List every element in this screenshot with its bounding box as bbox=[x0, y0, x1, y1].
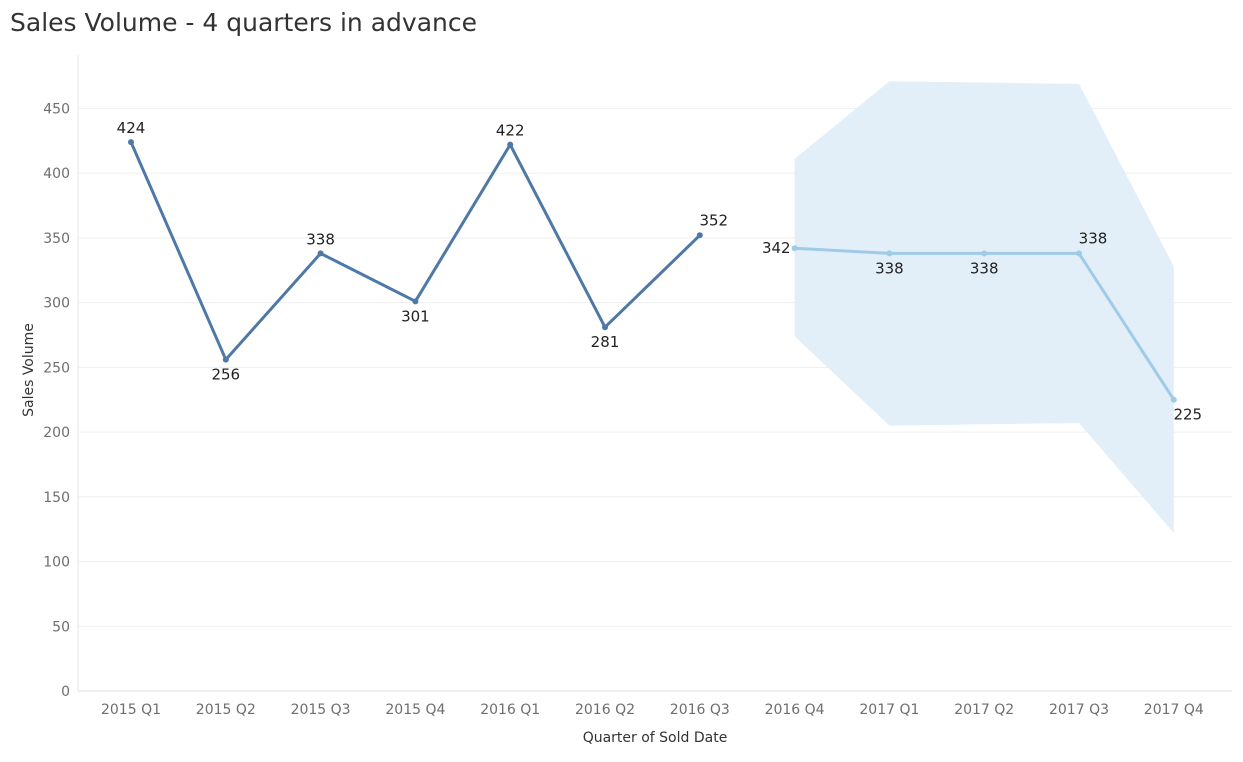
y-tick-label: 150 bbox=[43, 490, 70, 506]
data-label: 301 bbox=[401, 307, 430, 325]
data-label: 338 bbox=[306, 230, 335, 248]
forecast-band bbox=[794, 81, 1174, 534]
data-point bbox=[412, 298, 419, 305]
axes: 0 50 100 150 200 250 300 350 400 450 2015 Q1 2015 Q… bbox=[43, 55, 1232, 718]
y-tick-label: 0 bbox=[61, 684, 70, 700]
x-tick-label: 2015 Q1 bbox=[101, 702, 161, 718]
data-labels: 424 256 338 301 422 281 352 342 338 338 338 225 bbox=[117, 119, 1202, 424]
data-point bbox=[1076, 250, 1082, 257]
x-axis-title: Quarter of Sold Date bbox=[583, 730, 728, 746]
data-point bbox=[222, 356, 229, 363]
x-tick-label: 2016 Q1 bbox=[480, 702, 540, 718]
data-point bbox=[1170, 396, 1177, 403]
data-point bbox=[128, 139, 134, 146]
x-tick-label: 2015 Q2 bbox=[196, 702, 256, 718]
chart-title: Sales Volume - 4 quarters in advance bbox=[10, 8, 477, 37]
series-points bbox=[128, 139, 1177, 403]
y-tick-label: 50 bbox=[52, 619, 70, 635]
data-label: 338 bbox=[875, 259, 904, 277]
y-tick-label: 400 bbox=[43, 166, 70, 182]
data-label: 225 bbox=[1173, 406, 1202, 424]
data-point bbox=[886, 250, 893, 257]
x-tick-label: 2016 Q4 bbox=[765, 702, 825, 718]
y-tick-label: 300 bbox=[43, 296, 70, 312]
y-tick-label: 350 bbox=[43, 231, 70, 247]
data-label: 256 bbox=[211, 366, 240, 384]
y-tick-label: 200 bbox=[43, 425, 70, 441]
data-point bbox=[791, 245, 798, 252]
data-point bbox=[602, 324, 608, 331]
data-point bbox=[981, 250, 988, 257]
y-tick-label: 450 bbox=[43, 101, 70, 117]
x-tick-label: 2015 Q4 bbox=[385, 702, 445, 718]
x-tick-label: 2017 Q1 bbox=[859, 702, 919, 718]
data-label: 424 bbox=[117, 119, 146, 137]
data-label: 352 bbox=[699, 211, 728, 229]
data-label: 338 bbox=[1079, 229, 1108, 247]
y-tick-label: 100 bbox=[43, 555, 70, 571]
forecast-band-layer bbox=[794, 81, 1174, 534]
data-point bbox=[696, 232, 703, 239]
x-tick-label: 2017 Q3 bbox=[1049, 702, 1109, 718]
x-tick-label: 2017 Q4 bbox=[1144, 702, 1204, 718]
x-tick-label: 2017 Q2 bbox=[954, 702, 1014, 718]
data-point bbox=[317, 250, 324, 257]
x-tick-label: 2015 Q3 bbox=[291, 702, 351, 718]
y-tick-label: 250 bbox=[43, 360, 70, 376]
x-tick-label: 2016 Q3 bbox=[670, 702, 730, 718]
y-axis-title: Sales Volume bbox=[21, 323, 37, 417]
x-tick-label: 2016 Q2 bbox=[575, 702, 635, 718]
data-label: 342 bbox=[762, 239, 791, 257]
data-label: 422 bbox=[496, 122, 525, 140]
actual-series-line bbox=[129, 141, 701, 362]
data-label: 338 bbox=[970, 259, 999, 277]
data-point bbox=[507, 141, 514, 148]
data-label: 281 bbox=[591, 333, 620, 351]
